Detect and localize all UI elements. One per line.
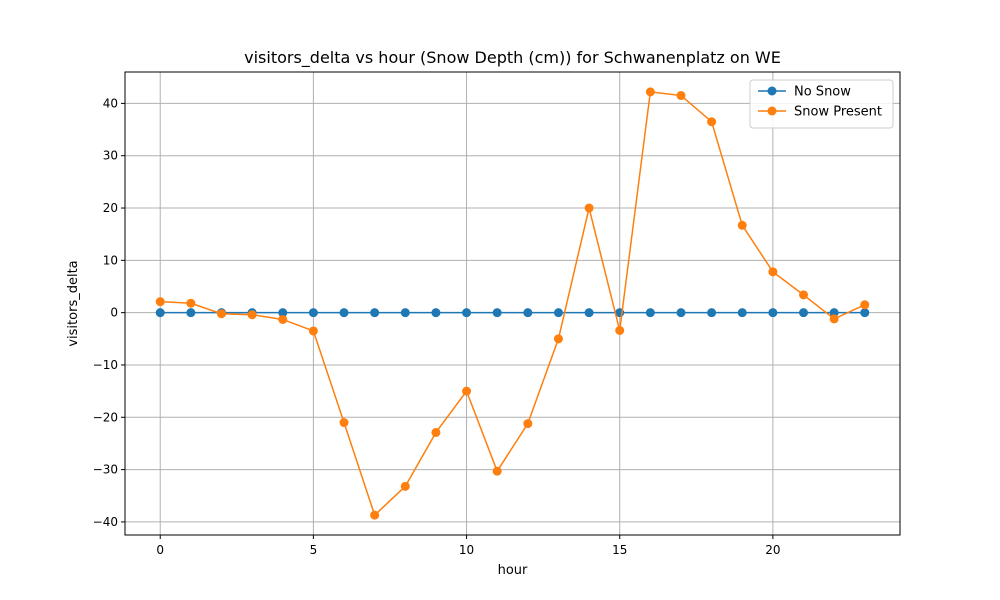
- data-point: [645, 87, 655, 97]
- plot-frame: [124, 71, 901, 536]
- data-point: [186, 298, 196, 308]
- data-point: [370, 510, 380, 520]
- data-point: [400, 308, 410, 318]
- data-point: [155, 308, 165, 318]
- data-point: [584, 203, 594, 213]
- data-point: [553, 308, 563, 318]
- data-point: [278, 308, 288, 318]
- legend-label: No Snow: [794, 85, 851, 100]
- data-point: [707, 308, 717, 318]
- data-point: [737, 220, 747, 230]
- data-point: [370, 308, 380, 318]
- data-point: [431, 427, 441, 437]
- data-point: [829, 314, 839, 324]
- data-point: [768, 267, 778, 277]
- legend-frame: [749, 79, 894, 129]
- x-tick-label: 0: [156, 543, 164, 557]
- data-point: [400, 481, 410, 491]
- data-point: [523, 308, 533, 318]
- y-tick-label: −20: [93, 410, 118, 424]
- data-point: [431, 308, 441, 318]
- y-tick-label: −40: [93, 515, 118, 529]
- x-tick-label: 5: [310, 543, 318, 557]
- legend: No Snow Snow Present: [749, 79, 894, 129]
- y-axis-label: visitors_delta: [66, 260, 81, 346]
- data-point: [308, 326, 318, 336]
- data-point: [462, 308, 472, 318]
- x-tick-label: 20: [765, 543, 780, 557]
- series-layer: [155, 87, 870, 520]
- data-point: [308, 308, 318, 318]
- data-point: [799, 308, 809, 318]
- data-point: [155, 297, 165, 307]
- series-line-1: [160, 91, 866, 517]
- y-tick-label: 30: [103, 149, 118, 163]
- data-point: [462, 386, 472, 396]
- data-point: [860, 300, 870, 310]
- y-tick-label: 0: [110, 306, 118, 320]
- x-axis-label: hour: [498, 563, 528, 578]
- data-point: [799, 290, 809, 300]
- data-point: [829, 308, 839, 318]
- data-point: [553, 334, 563, 344]
- x-tick-label: 10: [459, 543, 474, 557]
- data-point: [737, 308, 747, 318]
- x-tick-label: 15: [612, 543, 627, 557]
- data-point: [676, 308, 686, 318]
- data-point: [615, 325, 625, 335]
- chart-title: visitors_delta vs hour (Snow Depth (cm))…: [244, 48, 781, 68]
- data-point: [523, 419, 533, 429]
- data-point: [707, 117, 717, 127]
- data-point: [339, 418, 349, 428]
- data-point: [492, 466, 502, 476]
- y-tick-label: 20: [103, 201, 118, 215]
- data-point: [645, 308, 655, 318]
- data-point: [186, 308, 196, 318]
- legend-swatch-marker: [767, 86, 777, 96]
- y-tick-label: 40: [103, 96, 118, 110]
- data-point: [278, 314, 288, 324]
- data-point: [492, 308, 502, 318]
- data-point: [860, 308, 870, 318]
- data-point: [216, 309, 226, 319]
- data-point: [247, 310, 257, 320]
- y-tick-label: 10: [103, 253, 118, 267]
- legend-swatch-marker: [767, 106, 777, 116]
- data-point: [768, 308, 778, 318]
- y-tick-label: −30: [93, 463, 118, 477]
- axis-ticks: 0 5 10 15 20 −40 −30 −20 −10 0 10 20 30 40: [93, 96, 781, 557]
- data-point: [339, 308, 349, 318]
- legend-label: Snow Present: [794, 105, 882, 120]
- data-point: [584, 308, 594, 318]
- y-tick-label: −10: [93, 358, 118, 372]
- data-point: [676, 91, 686, 101]
